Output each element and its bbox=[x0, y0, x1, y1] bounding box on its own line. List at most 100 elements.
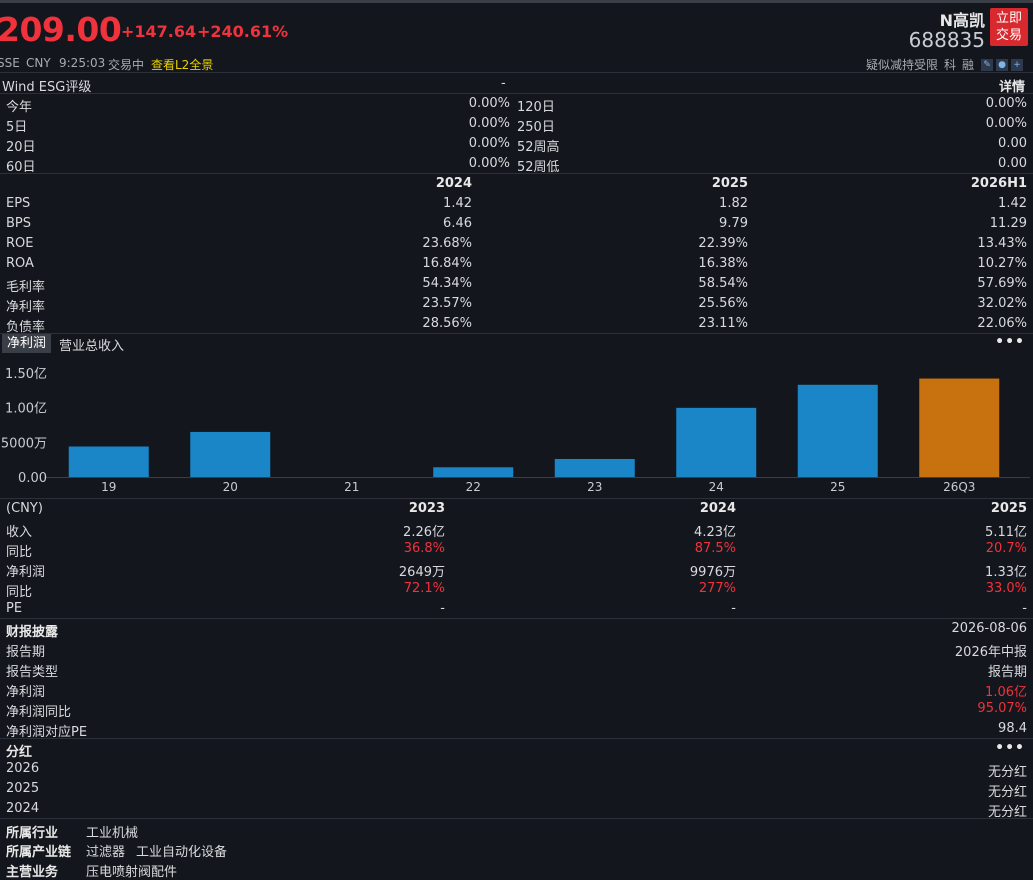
forecast-value: 72.1% bbox=[403, 581, 445, 596]
period-return: 0.00% bbox=[468, 136, 510, 151]
margin-tag: 融 bbox=[962, 58, 975, 72]
forecast-row: 同比 72.1% 277% 33.0% bbox=[0, 579, 1033, 600]
dividend-year: 2025 bbox=[6, 781, 40, 796]
period-label: 今年 bbox=[6, 100, 33, 115]
bell-icon[interactable]: ● bbox=[996, 59, 1008, 71]
dividend-more-button[interactable]: ••• bbox=[995, 740, 1025, 756]
forecast-row-label: 收入 bbox=[6, 525, 33, 540]
fin-row-label: 负债率 bbox=[6, 320, 46, 335]
fin-row: 净利率 23.57% 25.56% 32.02% bbox=[0, 294, 1033, 315]
period-label: 250日 bbox=[517, 120, 555, 135]
forecast-value: 1.33亿 bbox=[985, 565, 1027, 580]
forecast-value: 4.23亿 bbox=[694, 525, 736, 540]
period-label: 60日 bbox=[6, 160, 36, 175]
forecast-header-row: (CNY) 2023 2024 2025 bbox=[0, 499, 1033, 519]
chain-value-2[interactable]: 工业自动化设备 bbox=[136, 845, 228, 860]
x-tick-label: 22 bbox=[466, 480, 481, 494]
edit-icon[interactable]: ✎ bbox=[981, 59, 993, 71]
price-change: +147.64 bbox=[121, 22, 197, 41]
y-tick-label: 0.00 bbox=[18, 471, 47, 486]
star-market-tag: 科 bbox=[944, 58, 957, 72]
bar-25 bbox=[797, 384, 878, 477]
returns-row: 5日 0.00% 250日 0.00% bbox=[0, 114, 1033, 135]
disclosure-header: 财报披露 2026-08-06 bbox=[0, 619, 1033, 640]
disclosure-row: 净利润对应PE 98.4 bbox=[0, 719, 1033, 740]
x-tick-label: 26Q3 bbox=[943, 480, 975, 494]
add-icon[interactable]: + bbox=[1011, 59, 1023, 71]
forecast-value: 5.11亿 bbox=[985, 525, 1027, 540]
forecast-value: 277% bbox=[698, 581, 736, 596]
restriction-tag: 疑似减持受限 bbox=[866, 58, 939, 72]
fin-row-label: 净利率 bbox=[6, 300, 46, 315]
forecast-year-header: 2024 bbox=[699, 501, 736, 516]
tab-total-revenue[interactable]: 营业总收入 bbox=[59, 339, 125, 354]
disclosure-title: 财报披露 bbox=[6, 625, 59, 640]
industry-value[interactable]: 工业机械 bbox=[86, 826, 139, 841]
fin-row: ROA 16.84% 16.38% 10.27% bbox=[0, 254, 1033, 274]
bar-20 bbox=[190, 431, 271, 477]
fin-row: EPS 1.42 1.82 1.42 bbox=[0, 194, 1033, 214]
forecast-row-label: 同比 bbox=[6, 545, 33, 560]
tool-icons: ✎ ● + bbox=[978, 56, 1028, 71]
esg-detail-link[interactable]: 详情 bbox=[998, 80, 1025, 95]
forecast-row: 收入 2.26亿 4.23亿 5.11亿 bbox=[0, 519, 1033, 540]
period-return: 0.00% bbox=[468, 96, 510, 111]
fin-row: 负债率 28.56% 23.11% 22.06% bbox=[0, 314, 1033, 335]
divider bbox=[0, 618, 1033, 619]
exchange-code: SSE bbox=[0, 56, 20, 70]
disclosure-value: 报告期 bbox=[987, 665, 1027, 680]
x-tick-label: 20 bbox=[223, 480, 238, 494]
disclosure-row: 净利润同比 95.07% bbox=[0, 699, 1033, 720]
tab-net-profit[interactable]: 净利润 bbox=[2, 334, 51, 353]
disclosure-row: 报告期 2026年中报 bbox=[0, 639, 1033, 660]
period-return: 0.00 bbox=[998, 136, 1027, 151]
divider bbox=[0, 72, 1033, 73]
stock-name: N高凯 bbox=[939, 11, 985, 30]
divider bbox=[0, 173, 1033, 174]
fin-value: 16.38% bbox=[698, 256, 748, 271]
disclosure-label: 净利润 bbox=[6, 685, 46, 700]
forecast-year-header: 2025 bbox=[990, 501, 1027, 516]
forecast-value: 2.26亿 bbox=[403, 525, 445, 540]
x-tick-label: 23 bbox=[587, 480, 602, 494]
fin-row-label: ROA bbox=[6, 256, 34, 271]
disclosure-label: 报告期 bbox=[6, 645, 46, 660]
fin-value: 23.57% bbox=[422, 296, 472, 311]
period-return: 0.00 bbox=[998, 156, 1027, 171]
trade-button-line1: 立即 bbox=[995, 11, 1022, 26]
chain-value-1[interactable]: 过滤器 bbox=[86, 845, 126, 860]
fin-value: 6.46 bbox=[443, 216, 472, 231]
fin-value: 13.43% bbox=[977, 236, 1027, 251]
quote-time: 9:25:03 bbox=[59, 56, 106, 70]
l2-link[interactable]: 查看L2全景 bbox=[151, 58, 214, 72]
fin-value: 28.56% bbox=[422, 316, 472, 331]
forecast-row: 同比 36.8% 87.5% 20.7% bbox=[0, 539, 1033, 560]
fin-year-header: 2024 bbox=[435, 176, 472, 191]
window-top-border bbox=[0, 0, 1033, 3]
forecast-value: 33.0% bbox=[985, 581, 1027, 596]
stock-code: 688835 bbox=[908, 28, 985, 52]
chart-more-button[interactable]: ••• bbox=[995, 334, 1025, 350]
fin-row-label: EPS bbox=[6, 196, 31, 211]
fin-value: 9.79 bbox=[719, 216, 748, 231]
divider bbox=[0, 498, 1033, 499]
fin-value: 1.82 bbox=[719, 196, 748, 211]
period-label: 20日 bbox=[6, 140, 36, 155]
dividend-row: 2025 无分红 bbox=[0, 779, 1033, 800]
period-return: 0.00% bbox=[468, 156, 510, 171]
forecast-value: - bbox=[731, 601, 736, 616]
disclosure-row: 净利润 1.06亿 bbox=[0, 679, 1033, 700]
fin-value: 22.06% bbox=[977, 316, 1027, 331]
main-business-row: 主营业务 压电喷射阀配件 bbox=[0, 859, 1033, 880]
fin-header-row: 2024 2025 2026H1 bbox=[0, 174, 1033, 194]
disclosure-label: 净利润对应PE bbox=[6, 725, 88, 740]
fin-row-label: BPS bbox=[6, 216, 32, 231]
fin-year-header: 2025 bbox=[711, 176, 748, 191]
trade-now-button[interactable]: 立即 交易 bbox=[990, 8, 1028, 46]
fin-value: 54.34% bbox=[422, 276, 472, 291]
currency: CNY bbox=[26, 56, 51, 70]
period-label: 52周低 bbox=[517, 160, 560, 175]
y-tick-label: 1.50亿 bbox=[5, 367, 47, 382]
fin-value: 22.39% bbox=[698, 236, 748, 251]
x-tick-label: 24 bbox=[709, 480, 724, 494]
